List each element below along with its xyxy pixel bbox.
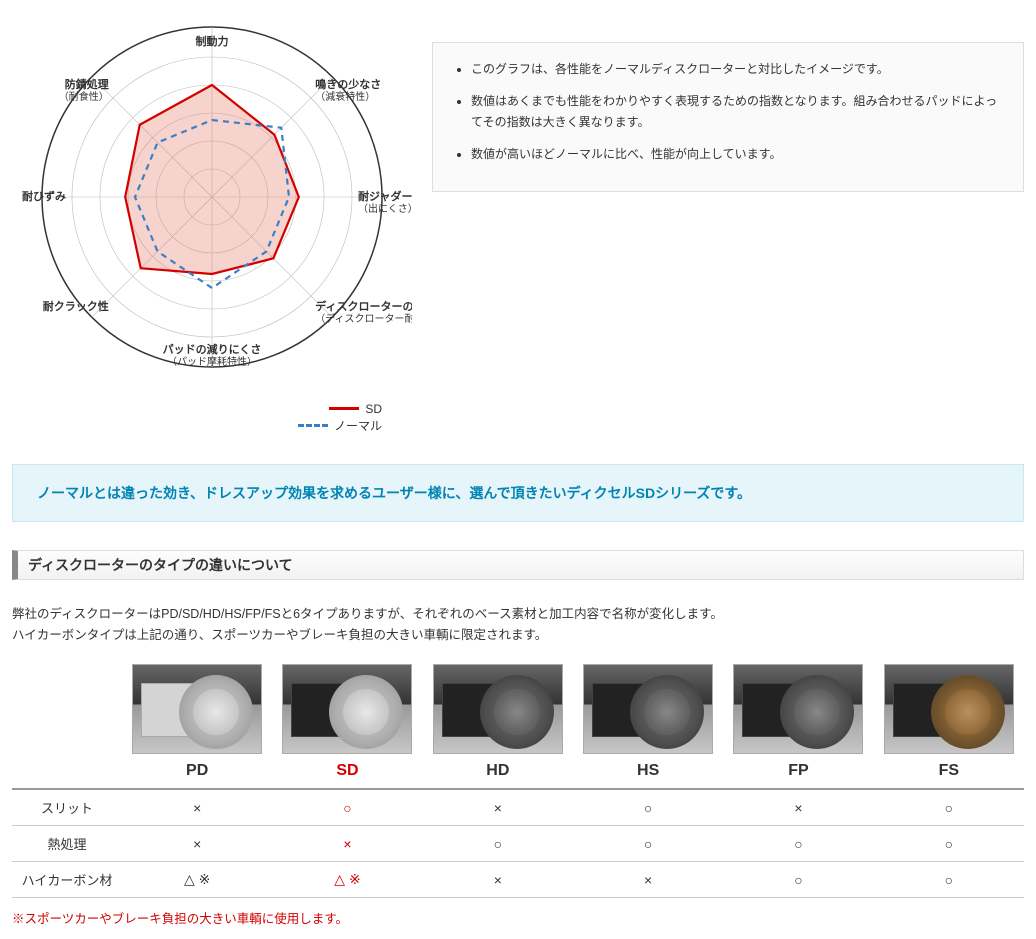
compare-cell: × — [122, 836, 272, 852]
note-item: 数値はあくまでも性能をわかりやすく表現するための指数となります。組み合わせるパッ… — [471, 91, 1003, 134]
compare-cell: × — [122, 800, 272, 816]
desc-text: 弊社のディスクローターはPD/SD/HD/HS/FP/FSと6タイプありますが、… — [12, 604, 1024, 647]
compare-cell: ○ — [874, 872, 1024, 888]
product-label-PD: PD — [122, 758, 272, 784]
svg-text:防錆処理: 防錆処理 — [65, 77, 109, 91]
footnote: ※スポーツカーやブレーキ負担の大きい車輌に使用します。 — [12, 908, 1024, 927]
product-label-HS: HS — [573, 758, 723, 784]
product-img-HD — [433, 664, 563, 754]
product-HD: HD — [423, 664, 573, 784]
notes-box: このグラフは、各性能をノーマルディスクローターと対比したイメージです。数値はあく… — [432, 42, 1024, 192]
product-label-FP: FP — [723, 758, 873, 784]
svg-text:耐クラック性: 耐クラック性 — [43, 299, 109, 313]
product-SD: SD — [272, 664, 422, 784]
section-header: ディスクローターのタイプの違いについて — [12, 550, 1024, 580]
compare-cell: ○ — [423, 836, 573, 852]
compare-cell: ○ — [573, 800, 723, 816]
product-label-FS: FS — [874, 758, 1024, 784]
compare-cell: × — [723, 800, 873, 816]
svg-text:耐ひずみ: 耐ひずみ — [22, 189, 66, 203]
product-img-FS — [884, 664, 1014, 754]
note-item: このグラフは、各性能をノーマルディスクローターと対比したイメージです。 — [471, 59, 1003, 81]
compare-cell: ○ — [723, 836, 873, 852]
compare-cell: × — [423, 800, 573, 816]
row-label: ハイカーボン材 — [12, 870, 122, 889]
compare-table: スリット×○×○×○熱処理××○○○○ハイカーボン材△ ※△ ※××○○ — [12, 790, 1024, 898]
compare-cell: ○ — [874, 800, 1024, 816]
compare-row: ハイカーボン材△ ※△ ※××○○ — [12, 862, 1024, 898]
product-row: PDSDHDHSFPFS — [12, 664, 1024, 790]
compare-row: 熱処理××○○○○ — [12, 826, 1024, 862]
product-img-PD — [132, 664, 262, 754]
compare-cell: △ ※ — [122, 871, 272, 888]
product-img-FP — [733, 664, 863, 754]
compare-row: スリット×○×○×○ — [12, 790, 1024, 826]
svg-text:鳴きの少なさ: 鳴きの少なさ — [315, 77, 381, 91]
compare-cell: ○ — [874, 836, 1024, 852]
svg-text:耐ジャダー性: 耐ジャダー性 — [358, 189, 412, 203]
product-label-SD: SD — [272, 758, 422, 784]
svg-text:（ディスクローター耐摩耗）: （ディスクローター耐摩耗） — [315, 312, 412, 325]
compare-cell: × — [423, 872, 573, 888]
svg-text:ディスクローターのライフ: ディスクローターのライフ — [315, 299, 412, 313]
desc-line-1: 弊社のディスクローターはPD/SD/HD/HS/FP/FSと6タイプありますが、… — [12, 604, 1024, 625]
svg-text:（パッド摩耗特性）: （パッド摩耗特性） — [167, 355, 257, 368]
compare-cell: ○ — [272, 800, 422, 816]
radar-chart: 制動力鳴きの少なさ（減衰特性）耐ジャダー性（出にくさ）ディスクローターのライフ（… — [12, 12, 412, 434]
svg-text:（耐食性）: （耐食性） — [59, 90, 109, 103]
legend-sd: SD — [365, 402, 382, 416]
compare-cell: × — [272, 836, 422, 852]
svg-text:パッドの減りにくさ: パッドの減りにくさ — [163, 342, 262, 356]
svg-text:（出にくさ）: （出にくさ） — [358, 202, 412, 215]
row-label: 熱処理 — [12, 834, 122, 853]
desc-line-2: ハイカーボンタイプは上記の通り、スポーツカーやブレーキ負担の大きい車輌に限定され… — [12, 625, 1024, 646]
legend-normal: ノーマル — [334, 417, 382, 434]
blue-banner: ノーマルとは違った効き、ドレスアップ効果を求めるユーザー様に、選んで頂きたいディ… — [12, 464, 1024, 522]
note-item: 数値が高いほどノーマルに比べ、性能が向上しています。 — [471, 144, 1003, 166]
product-FP: FP — [723, 664, 873, 784]
product-FS: FS — [874, 664, 1024, 784]
compare-cell: ○ — [723, 872, 873, 888]
product-PD: PD — [122, 664, 272, 784]
product-img-HS — [583, 664, 713, 754]
product-img-SD — [282, 664, 412, 754]
compare-cell: ○ — [573, 836, 723, 852]
product-label-HD: HD — [423, 758, 573, 784]
svg-text:制動力: 制動力 — [196, 34, 229, 48]
svg-text:（減衰特性）: （減衰特性） — [315, 90, 375, 103]
row-label: スリット — [12, 798, 122, 817]
compare-cell: × — [573, 872, 723, 888]
product-HS: HS — [573, 664, 723, 784]
compare-cell: △ ※ — [272, 871, 422, 888]
radar-legend: SD ノーマル — [12, 399, 412, 434]
